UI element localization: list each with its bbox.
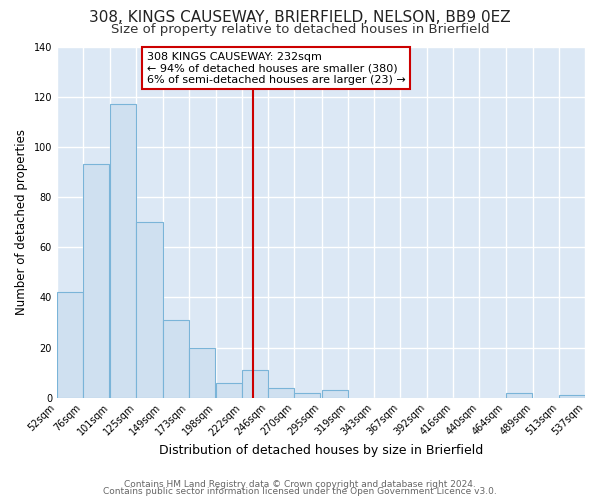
Bar bbox=[216, 382, 242, 398]
Bar bbox=[559, 395, 585, 398]
Bar bbox=[322, 390, 347, 398]
Bar bbox=[83, 164, 109, 398]
Text: Size of property relative to detached houses in Brierfield: Size of property relative to detached ho… bbox=[110, 22, 490, 36]
Bar bbox=[188, 348, 215, 398]
Bar bbox=[268, 388, 294, 398]
Bar bbox=[163, 320, 188, 398]
Text: 308 KINGS CAUSEWAY: 232sqm
← 94% of detached houses are smaller (380)
6% of semi: 308 KINGS CAUSEWAY: 232sqm ← 94% of deta… bbox=[146, 52, 406, 85]
Bar bbox=[110, 104, 136, 398]
Bar bbox=[506, 392, 532, 398]
Bar bbox=[136, 222, 163, 398]
Y-axis label: Number of detached properties: Number of detached properties bbox=[15, 129, 28, 315]
Text: 308, KINGS CAUSEWAY, BRIERFIELD, NELSON, BB9 0EZ: 308, KINGS CAUSEWAY, BRIERFIELD, NELSON,… bbox=[89, 10, 511, 25]
Bar bbox=[242, 370, 268, 398]
Bar bbox=[57, 292, 83, 398]
Text: Contains public sector information licensed under the Open Government Licence v3: Contains public sector information licen… bbox=[103, 487, 497, 496]
Bar bbox=[294, 392, 320, 398]
Text: Contains HM Land Registry data © Crown copyright and database right 2024.: Contains HM Land Registry data © Crown c… bbox=[124, 480, 476, 489]
X-axis label: Distribution of detached houses by size in Brierfield: Distribution of detached houses by size … bbox=[159, 444, 483, 458]
